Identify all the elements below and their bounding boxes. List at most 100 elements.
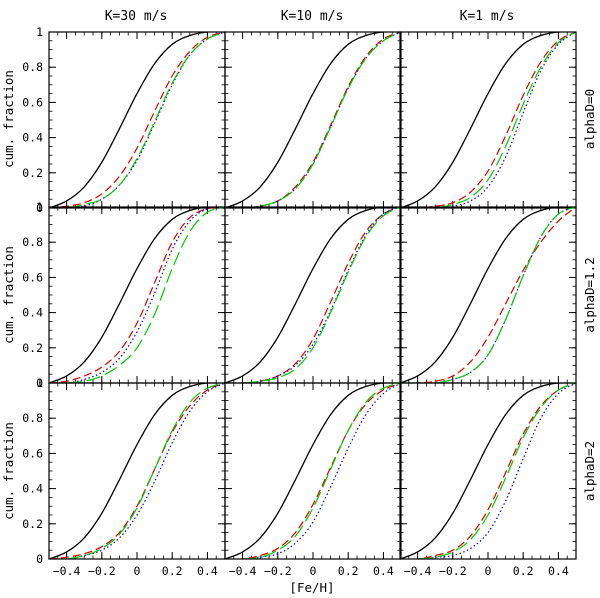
- series-line-reference: [225, 207, 401, 383]
- series-line-longdash: [225, 32, 401, 208]
- x-tick-label: −0.2: [439, 564, 467, 578]
- series-line-reference: [400, 32, 576, 208]
- series-line-dotted: [225, 207, 401, 383]
- y-axis-label-row-1: cum. fraction: [1, 246, 16, 344]
- series-line-reference: [400, 207, 576, 383]
- series-line-dotted: [225, 32, 401, 208]
- series-line-longdash: [49, 207, 225, 383]
- series-line-dotted: [400, 32, 576, 208]
- y-tick-label: 0.4: [22, 131, 43, 145]
- x-tick-label: −0.4: [53, 564, 81, 578]
- row-label-alphad-0: alphaD=0: [582, 89, 597, 149]
- panel-frame: [399, 206, 577, 384]
- series-line-dashed: [225, 32, 401, 208]
- panel-r0-c0: 0 0.2 0.4 0.6 0.8 1: [22, 25, 226, 215]
- y-tick-label: 0: [36, 201, 43, 215]
- x-tick-label: 0.4: [197, 564, 218, 578]
- panel-r0-c1: [224, 31, 402, 209]
- column-titles: K=30 m/s K=10 m/s K=1 m/s: [105, 9, 515, 24]
- y-tick-label: 1: [36, 25, 43, 39]
- column-title-k30: K=30 m/s: [105, 9, 168, 24]
- panel-curves: [49, 32, 225, 208]
- series-line-dotted: [400, 207, 576, 383]
- series-line-reference: [49, 32, 225, 208]
- series-line-reference: [49, 207, 225, 383]
- y-tick-label: 0.6: [22, 270, 43, 284]
- x-tick-label: −0.2: [264, 564, 292, 578]
- series-line-reference: [225, 383, 401, 559]
- y-tick-label: 0.2: [22, 341, 43, 355]
- y-tick-label: 0.6: [22, 446, 43, 460]
- series-line-dotted: [49, 207, 225, 383]
- y-axis-label-row-2: cum. fraction: [1, 422, 16, 520]
- series-line-dotted: [49, 32, 225, 208]
- series-line-longdash: [400, 32, 576, 208]
- column-title-k1: K=1 m/s: [460, 9, 515, 24]
- panel-r2-c1: −0.4 −0.2 0 0.2 0.4: [224, 382, 402, 578]
- x-tick-label: 0: [134, 564, 141, 578]
- series-line-longdash: [225, 207, 401, 383]
- series-line-longdash: [225, 383, 401, 559]
- series-line-reference: [225, 32, 401, 208]
- x-tick-label: −0.4: [229, 564, 257, 578]
- panel-curves: [49, 207, 225, 383]
- series-line-reference: [400, 383, 576, 559]
- series-line-dashed: [400, 32, 576, 208]
- y-tick-label: 0.8: [22, 411, 43, 425]
- y-tick-label: 0.2: [22, 517, 43, 531]
- y-tick-label: 0: [36, 552, 43, 566]
- row-labels: alphaD=0 alphaD=1.2 alphaD=2: [582, 89, 597, 501]
- row-label-alphad-2: alphaD=2: [582, 441, 597, 501]
- x-axis-label: [Fe/H]: [289, 580, 334, 595]
- panel-r1-c1: [224, 206, 402, 384]
- x-tick-label: 0: [310, 564, 317, 578]
- series-line-dashed: [400, 207, 576, 383]
- panel-r2-c0: 0 0.2 0.4 0.6 0.8 1 −0.4 −0.2 0 0.2 0.4: [22, 376, 226, 578]
- series-line-dashed: [49, 207, 225, 383]
- y-tick-label: 0.4: [22, 306, 43, 320]
- y-tick-label: 0.8: [22, 60, 43, 74]
- panel-frame: [48, 206, 226, 384]
- x-tick-label: 0.4: [548, 564, 569, 578]
- panel-curves: [49, 383, 225, 559]
- panel-frame: [399, 382, 577, 560]
- x-tick-label: 0: [485, 564, 492, 578]
- panels: 00.20.40.60.8100.20.40.60.8100.20.40.60.…: [22, 25, 577, 578]
- series-line-dashed: [49, 383, 225, 559]
- panel-curves: [225, 32, 401, 208]
- y-tick-label: 0.2: [22, 166, 43, 180]
- x-tick-label: 0.2: [162, 564, 183, 578]
- row-label-alphad-1-2: alphaD=1.2: [582, 257, 597, 332]
- y-axis-label-row-0: cum. fraction: [1, 70, 16, 168]
- panel-curves: [225, 383, 401, 559]
- panel-frame: [399, 31, 577, 209]
- x-tick-label: −0.2: [88, 564, 116, 578]
- y-tick-label: 0: [36, 376, 43, 390]
- series-line-dotted: [225, 383, 401, 559]
- panel-r0-c2: [399, 31, 577, 209]
- series-line-dashed: [400, 383, 576, 559]
- series-line-dashed: [49, 32, 225, 208]
- panel-r1-c2: [399, 206, 577, 384]
- series-line-reference: [49, 383, 225, 559]
- y-tick-label: 0.4: [22, 482, 43, 496]
- panel-frame: [224, 31, 402, 209]
- panel-frame: [48, 31, 226, 209]
- y-tick-label: 1: [36, 200, 43, 214]
- x-tick-label: 0.4: [373, 564, 394, 578]
- panel-r1-c0: 0 0.2 0.4 0.6 0.8 1: [22, 200, 226, 390]
- series-line-longdash: [400, 207, 576, 383]
- x-tick-label: 0.2: [338, 564, 359, 578]
- panel-frame: [224, 382, 402, 560]
- panel-frame: [48, 382, 226, 560]
- panel-frame: [224, 206, 402, 384]
- column-title-k10: K=10 m/s: [281, 9, 344, 24]
- x-tick-label: 0.2: [513, 564, 534, 578]
- series-line-dotted: [49, 383, 225, 559]
- panel-curves: [400, 207, 576, 383]
- panel-curves: [225, 207, 401, 383]
- series-line-dashed: [225, 207, 401, 383]
- x-tick-label: −0.4: [404, 564, 432, 578]
- panel-curves: [400, 32, 576, 208]
